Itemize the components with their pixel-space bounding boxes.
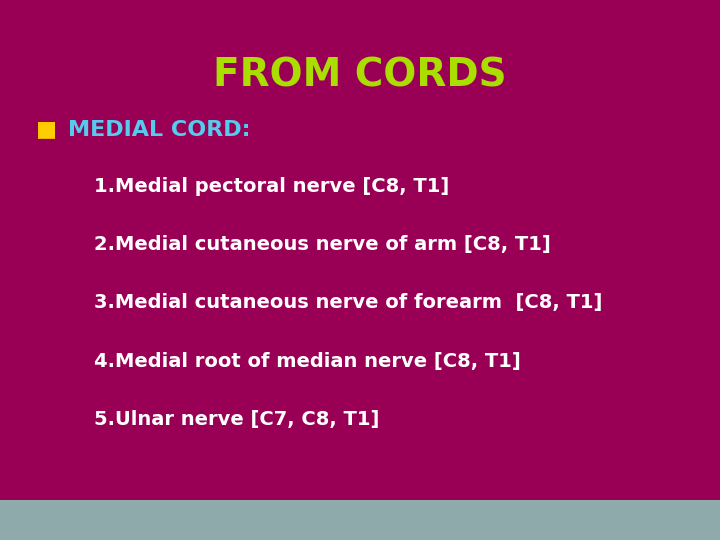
Text: ■: ■: [36, 119, 58, 140]
Text: 4.Medial root of median nerve [C8, T1]: 4.Medial root of median nerve [C8, T1]: [94, 352, 521, 371]
Text: 1.Medial pectoral nerve [C8, T1]: 1.Medial pectoral nerve [C8, T1]: [94, 177, 449, 196]
Text: 3.Medial cutaneous nerve of forearm  [C8, T1]: 3.Medial cutaneous nerve of forearm [C8,…: [94, 293, 602, 313]
FancyBboxPatch shape: [0, 500, 720, 540]
Text: 5.Ulnar nerve [C7, C8, T1]: 5.Ulnar nerve [C7, C8, T1]: [94, 410, 379, 429]
Text: MEDIAL CORD:: MEDIAL CORD:: [68, 119, 251, 140]
Text: FROM CORDS: FROM CORDS: [213, 57, 507, 94]
Text: 2.Medial cutaneous nerve of arm [C8, T1]: 2.Medial cutaneous nerve of arm [C8, T1]: [94, 235, 550, 254]
